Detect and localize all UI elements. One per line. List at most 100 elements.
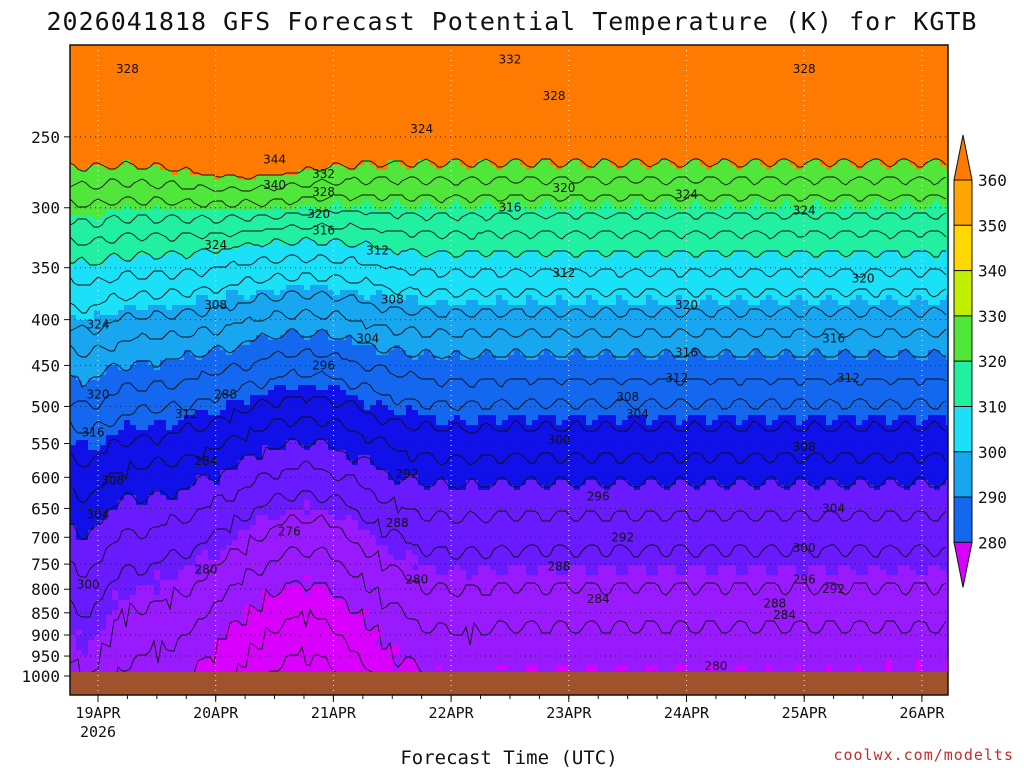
theta-cell	[124, 315, 131, 321]
theta-cell	[76, 295, 83, 301]
theta-cell	[154, 280, 161, 286]
theta-cell	[82, 75, 89, 81]
theta-cell	[82, 170, 89, 176]
theta-cell	[262, 95, 269, 101]
theta-cell	[76, 470, 83, 476]
theta-cell	[196, 485, 203, 491]
theta-cell	[88, 540, 95, 546]
theta-cell	[256, 120, 263, 126]
theta-cell	[94, 95, 101, 101]
theta-cell	[232, 60, 239, 66]
theta-cell	[94, 85, 101, 91]
theta-cell	[202, 230, 209, 236]
theta-cell	[100, 250, 107, 256]
theta-cell	[94, 165, 101, 171]
theta-cell	[100, 140, 107, 146]
theta-cell	[274, 380, 281, 386]
theta-cell	[106, 55, 113, 61]
theta-cell	[136, 295, 143, 301]
theta-cell	[100, 50, 107, 56]
theta-cell	[190, 85, 197, 91]
theta-cell	[250, 570, 257, 576]
theta-cell	[166, 250, 173, 256]
theta-cell	[130, 95, 137, 101]
theta-cell	[136, 125, 143, 131]
theta-cell	[292, 525, 299, 531]
theta-cell	[196, 160, 203, 166]
theta-cell	[226, 570, 233, 576]
theta-cell	[196, 205, 203, 211]
theta-cell	[70, 235, 77, 241]
theta-cell	[112, 355, 119, 361]
theta-cell	[112, 60, 119, 66]
theta-cell	[94, 110, 101, 116]
theta-cell	[232, 575, 239, 581]
theta-cell	[70, 340, 77, 346]
theta-cell	[274, 385, 281, 391]
theta-cell	[154, 475, 161, 481]
theta-cell	[238, 495, 245, 501]
theta-cell	[232, 455, 239, 461]
theta-cell	[160, 590, 167, 596]
theta-cell	[286, 150, 293, 156]
theta-cell	[82, 565, 89, 571]
theta-cell	[298, 75, 305, 81]
theta-cell	[286, 215, 293, 221]
theta-cell	[190, 335, 197, 341]
theta-cell	[280, 555, 287, 561]
theta-cell	[190, 475, 197, 481]
theta-cell	[154, 195, 161, 201]
theta-cell	[298, 275, 305, 281]
theta-cell	[214, 535, 221, 541]
theta-cell	[232, 490, 239, 496]
theta-cell	[124, 300, 131, 306]
theta-cell	[124, 215, 131, 221]
theta-cell	[280, 340, 287, 346]
theta-cell	[202, 395, 209, 401]
theta-cell	[220, 565, 227, 571]
theta-cell	[226, 70, 233, 76]
theta-cell	[142, 135, 149, 141]
theta-cell	[256, 320, 263, 326]
theta-cell	[112, 315, 119, 321]
theta-cell	[262, 270, 269, 276]
theta-cell	[112, 45, 119, 51]
theta-cell	[184, 455, 191, 461]
theta-cell	[232, 555, 239, 561]
theta-cell	[250, 165, 257, 171]
theta-cell	[262, 425, 269, 431]
theta-cell	[190, 120, 197, 126]
theta-cell	[238, 420, 245, 426]
theta-cell	[118, 625, 125, 631]
theta-cell	[262, 210, 269, 216]
theta-cell	[280, 70, 287, 76]
theta-cell	[106, 610, 113, 616]
theta-cell	[226, 75, 233, 81]
theta-cell	[136, 385, 143, 391]
theta-cell	[142, 605, 149, 611]
theta-cell	[292, 115, 299, 121]
theta-cell	[226, 495, 233, 501]
theta-cell	[94, 505, 101, 511]
theta-cell	[298, 120, 305, 126]
theta-cell	[178, 420, 185, 426]
theta-cell	[190, 575, 197, 581]
theta-cell	[190, 540, 197, 546]
theta-cell	[106, 395, 113, 401]
theta-cell	[94, 145, 101, 151]
theta-cell	[82, 405, 89, 411]
theta-cell	[142, 60, 149, 66]
theta-cell	[82, 555, 89, 561]
theta-cell	[262, 155, 269, 161]
theta-cell	[172, 125, 179, 131]
theta-cell	[136, 65, 143, 71]
theta-cell	[154, 95, 161, 101]
theta-cell	[184, 665, 191, 671]
theta-cell	[70, 205, 77, 211]
theta-cell	[130, 505, 137, 511]
theta-cell	[214, 425, 221, 431]
theta-cell	[220, 85, 227, 91]
theta-cell	[274, 220, 281, 226]
theta-cell	[280, 155, 287, 161]
theta-cell	[262, 635, 269, 641]
